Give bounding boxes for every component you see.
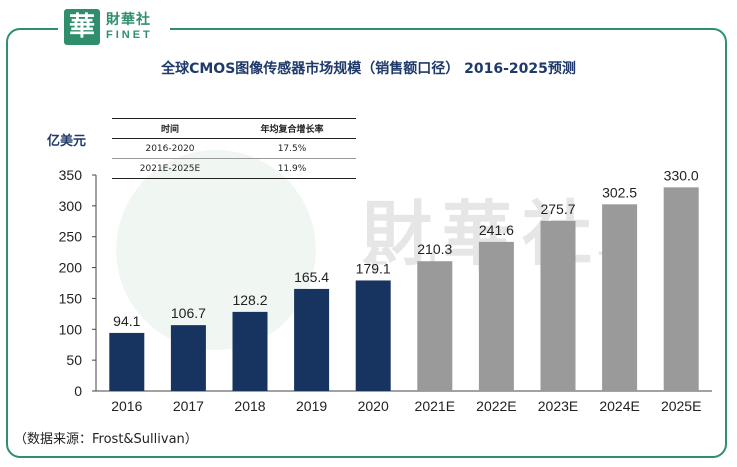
cagr-rate: 17.5% xyxy=(277,143,307,154)
data-label: 241.6 xyxy=(479,222,514,238)
data-label: 210.3 xyxy=(417,241,452,257)
data-label: 165.4 xyxy=(294,269,329,285)
data-source-note: （数据来源：Frost&Sullivan） xyxy=(14,432,198,447)
x-tick-label: 2025E xyxy=(661,398,701,414)
bar xyxy=(663,187,699,391)
y-axis-unit: 亿美元 xyxy=(47,134,87,149)
y-tick-label: 100 xyxy=(59,321,83,337)
cagr-period: 2016-2020 xyxy=(145,143,195,154)
bar xyxy=(232,311,268,391)
logo-name-en: FINET xyxy=(106,29,153,41)
x-tick-label: 2022E xyxy=(476,398,516,414)
data-label: 330.0 xyxy=(664,167,699,183)
y-tick-label: 200 xyxy=(59,260,83,276)
cagr-header-rate: 年均复合增长率 xyxy=(260,125,324,135)
y-tick-label: 300 xyxy=(59,198,83,214)
data-label: 302.5 xyxy=(602,184,637,200)
bar xyxy=(540,220,576,391)
cagr-row: 2021E-2025E 11.9% xyxy=(112,159,356,179)
x-tick-label: 2020 xyxy=(358,398,389,414)
x-tick-label: 2023E xyxy=(538,398,578,414)
logo-name-cn: 財華社 xyxy=(106,12,151,28)
logo-seal-icon: 華 xyxy=(64,9,100,45)
bar xyxy=(355,280,391,391)
x-tick-label: 2017 xyxy=(173,398,204,414)
data-label: 94.1 xyxy=(113,313,140,329)
data-label: 275.7 xyxy=(540,201,575,217)
cagr-period: 2021E-2025E xyxy=(139,163,201,174)
y-tick-label: 50 xyxy=(66,352,82,368)
data-label: 128.2 xyxy=(232,292,267,308)
cagr-row: 2016-2020 17.5% xyxy=(112,139,356,159)
cagr-rate: 11.9% xyxy=(277,163,307,174)
watermark-seal xyxy=(116,150,316,350)
bar xyxy=(294,288,330,391)
x-tick-label: 2021E xyxy=(415,398,455,414)
cagr-header-row: 时间 年均复合增长率 xyxy=(112,118,356,139)
x-tick-label: 2018 xyxy=(234,398,265,414)
y-tick-label: 250 xyxy=(59,229,83,245)
bar xyxy=(478,241,514,391)
data-label: 106.7 xyxy=(171,305,206,321)
cagr-header-period: 时间 xyxy=(160,125,179,135)
y-tick-label: 0 xyxy=(74,383,82,399)
chart-title: 全球CMOS图像传感器市场规模（销售额口径） 2016-2025预测 xyxy=(161,61,576,77)
y-tick-label: 350 xyxy=(59,167,83,183)
cagr-table: 时间 年均复合增长率 2016-2020 17.5% 2021E-2025E 1… xyxy=(112,118,356,179)
x-tick-label: 2024E xyxy=(599,398,639,414)
data-label: 179.1 xyxy=(356,260,391,276)
bar xyxy=(417,261,453,391)
bar xyxy=(602,204,638,391)
x-tick-label: 2016 xyxy=(111,398,142,414)
y-tick-label: 150 xyxy=(59,290,83,306)
bar xyxy=(170,325,206,391)
x-tick-label: 2019 xyxy=(296,398,327,414)
bar xyxy=(109,332,145,391)
finet-logo: 華 財華社 FINET xyxy=(58,4,170,50)
logo-brand: 財華社 FINET xyxy=(106,13,153,41)
